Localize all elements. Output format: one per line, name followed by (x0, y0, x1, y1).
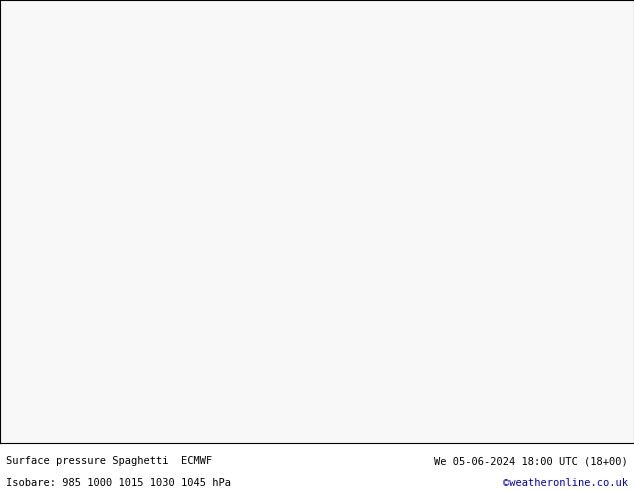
Text: ©weatheronline.co.uk: ©weatheronline.co.uk (503, 478, 628, 488)
Text: We 05-06-2024 18:00 UTC (18+00): We 05-06-2024 18:00 UTC (18+00) (434, 457, 628, 466)
Text: Isobare: 985 1000 1015 1030 1045 hPa: Isobare: 985 1000 1015 1030 1045 hPa (6, 478, 231, 488)
Text: Surface pressure Spaghetti  ECMWF: Surface pressure Spaghetti ECMWF (6, 457, 212, 466)
